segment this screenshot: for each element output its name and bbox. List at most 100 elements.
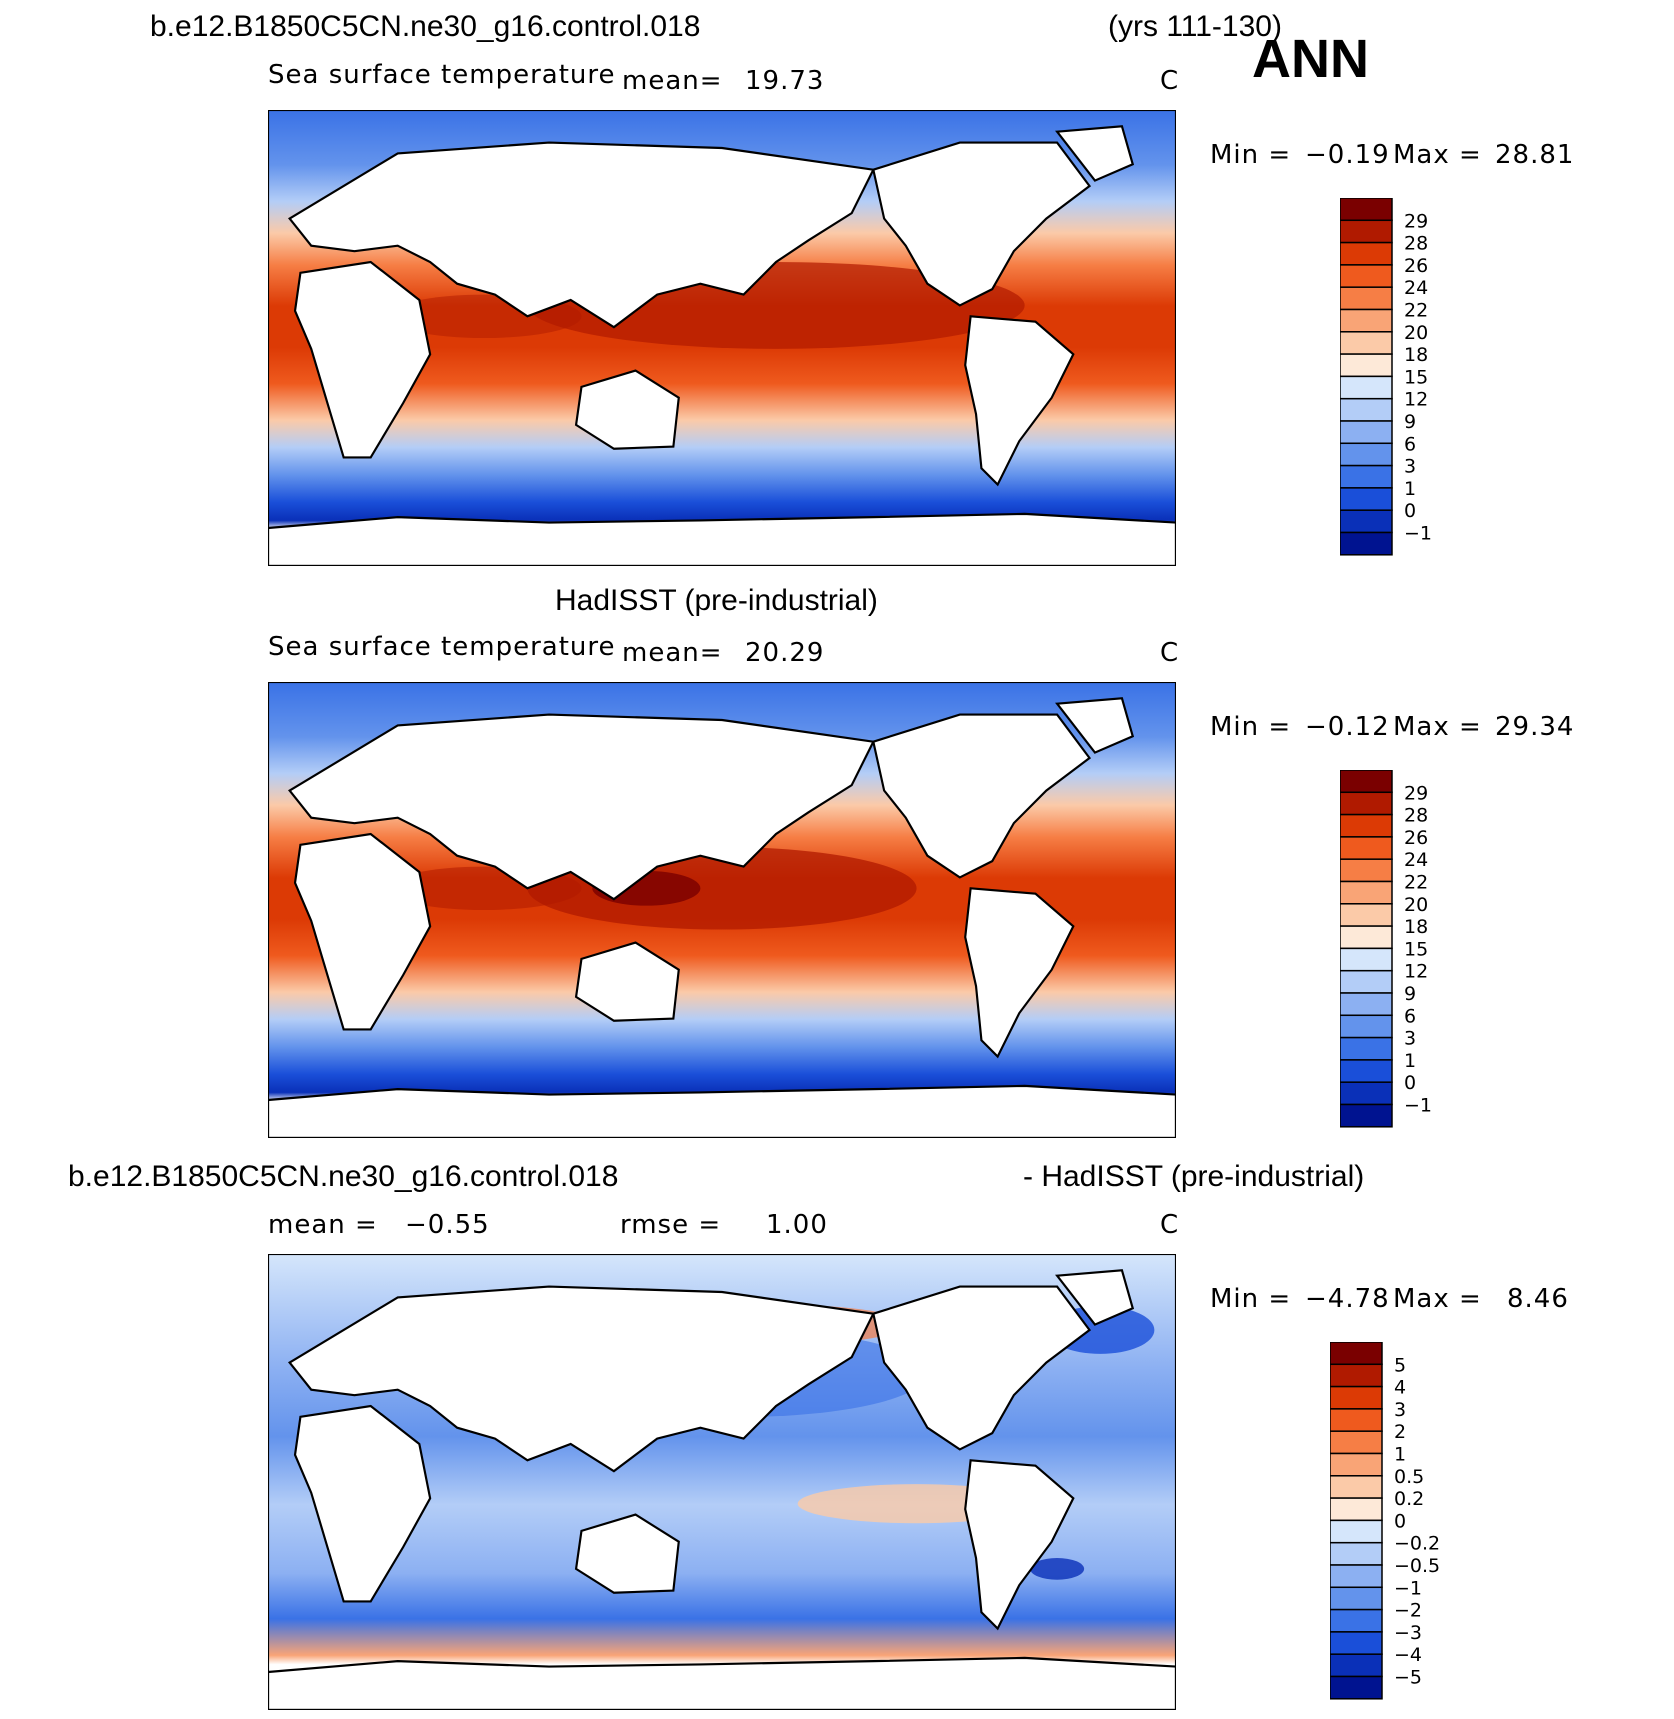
colorbar-box	[1330, 1564, 1383, 1589]
colorbar-tick-label: 0.5	[1394, 1466, 1424, 1488]
colorbar-tick-label: 26	[1404, 255, 1428, 277]
colorbar-tick-label: 9	[1404, 411, 1416, 433]
panel2-colorbar-boxes	[1340, 770, 1393, 1128]
colorbar-box	[1330, 1653, 1383, 1678]
panel2-max-value: 29.34	[1495, 712, 1575, 742]
colorbar-box	[1340, 969, 1393, 994]
colorbar-tick-label: 18	[1404, 344, 1428, 366]
colorbar-box	[1330, 1342, 1383, 1366]
panel3-min-value: −4.78	[1305, 1284, 1390, 1314]
colorbar-tick-label: 6	[1404, 1005, 1416, 1027]
colorbar-tick-label: 22	[1404, 872, 1428, 894]
panel2-title: HadISST (pre-industrial)	[555, 584, 878, 617]
panel2-mean-label: mean=	[622, 638, 723, 668]
colorbar-box	[1340, 770, 1393, 794]
colorbar-tick-label: 28	[1404, 805, 1428, 827]
colorbar-box	[1340, 858, 1393, 883]
colorbar-box	[1340, 1059, 1393, 1083]
colorbar-box	[1340, 947, 1393, 972]
panel1-colorbar-boxes	[1340, 198, 1393, 556]
panel1-min-value: −0.19	[1305, 140, 1390, 170]
colorbar-box	[1340, 992, 1393, 1017]
colorbar-box	[1340, 1103, 1393, 1128]
colorbar-tick-label: −4	[1394, 1644, 1422, 1666]
colorbar-box	[1330, 1675, 1383, 1700]
colorbar-tick-label: 5	[1394, 1354, 1406, 1376]
colorbar-tick-label: 18	[1404, 916, 1428, 938]
colorbar-box	[1330, 1519, 1383, 1544]
colorbar-tick-label: 3	[1404, 1028, 1416, 1050]
panel3-difference-map	[268, 1254, 1176, 1710]
colorbar-tick-label: 12	[1404, 961, 1428, 983]
colorbar-tick-label: −3	[1394, 1622, 1422, 1644]
colorbar-tick-label: 0	[1404, 500, 1416, 522]
colorbar-tick-label: 20	[1404, 894, 1428, 916]
colorbar-tick-label: −1	[1404, 1095, 1432, 1117]
colorbar-tick-label: 0.2	[1394, 1488, 1424, 1510]
panel1-mean-value: 19.73	[745, 66, 825, 96]
panel1-max-value: 28.81	[1495, 140, 1575, 170]
panel2-min-label: Min =	[1210, 712, 1292, 742]
panel2-sst-map	[268, 682, 1176, 1138]
panel3-title-left: b.e12.B1850C5CN.ne30_g16.control.018	[68, 1160, 619, 1193]
colorbar-box	[1330, 1608, 1383, 1633]
colorbar-box	[1340, 791, 1393, 816]
panel3-min-label: Min =	[1210, 1284, 1292, 1314]
panel2-mean-value: 20.29	[745, 638, 825, 668]
colorbar-tick-label: 20	[1404, 322, 1428, 344]
colorbar-tick-label: 15	[1404, 366, 1428, 388]
panel2-min-value: −0.12	[1305, 712, 1390, 742]
years-label: (yrs 111-130)	[1108, 10, 1282, 43]
panel3-max-value: 8.46	[1507, 1284, 1569, 1314]
colorbar-tick-label: −1	[1394, 1577, 1422, 1599]
colorbar-box	[1340, 1036, 1393, 1061]
panel3-rmse-value: 1.00	[766, 1210, 828, 1240]
panel2-units: C	[1160, 638, 1180, 668]
colorbar-box	[1340, 836, 1393, 860]
colorbar-box	[1340, 420, 1393, 445]
colorbar-tick-label: −0.5	[1394, 1555, 1440, 1577]
panel3-rmse-label: rmse =	[620, 1210, 722, 1240]
panel1-mean-label: mean=	[622, 66, 723, 96]
colorbar-tick-label: 1	[1404, 478, 1416, 500]
panel2-variable-label: Sea surface temperature	[268, 632, 616, 662]
colorbar-tick-label: 15	[1404, 938, 1428, 960]
colorbar-box	[1340, 531, 1393, 556]
brazil-malvinas-cold-bias	[1030, 1558, 1085, 1580]
panel1-max-label: Max =	[1393, 140, 1482, 170]
colorbar-tick-label: 28	[1404, 233, 1428, 255]
panel1-variable-label: Sea surface temperature	[268, 60, 616, 90]
colorbar-box	[1340, 264, 1393, 288]
colorbar-box	[1340, 286, 1393, 311]
colorbar-box	[1330, 1497, 1383, 1522]
colorbar-box	[1330, 1430, 1383, 1455]
colorbar-tick-label: 9	[1404, 983, 1416, 1005]
colorbar-box	[1340, 903, 1393, 927]
colorbar-tick-label: 2	[1394, 1421, 1406, 1443]
colorbar-tick-label: 3	[1404, 456, 1416, 478]
colorbar-tick-label: 26	[1404, 827, 1428, 849]
season-label: ANN	[1252, 29, 1369, 89]
panel3-mean-value: −0.55	[405, 1210, 490, 1240]
panel3-colorbar-boxes	[1330, 1342, 1383, 1700]
colorbar-tick-label: 1	[1394, 1444, 1406, 1466]
colorbar-box	[1330, 1385, 1383, 1410]
colorbar-box	[1340, 331, 1393, 355]
colorbar-box	[1330, 1452, 1383, 1477]
colorbar-tick-label: 3	[1394, 1399, 1406, 1421]
colorbar-tick-label: 24	[1404, 277, 1428, 299]
colorbar-tick-label: −5	[1394, 1667, 1422, 1689]
panel1-min-label: Min =	[1210, 140, 1292, 170]
colorbar-box	[1330, 1408, 1383, 1432]
colorbar-tick-label: 0	[1404, 1072, 1416, 1094]
panel3-max-label: Max =	[1393, 1284, 1482, 1314]
colorbar-box	[1340, 1014, 1393, 1039]
colorbar-tick-label: 29	[1404, 210, 1428, 232]
colorbar-tick-label: 22	[1404, 300, 1428, 322]
colorbar-tick-label: 29	[1404, 782, 1428, 804]
colorbar-box	[1340, 464, 1393, 489]
